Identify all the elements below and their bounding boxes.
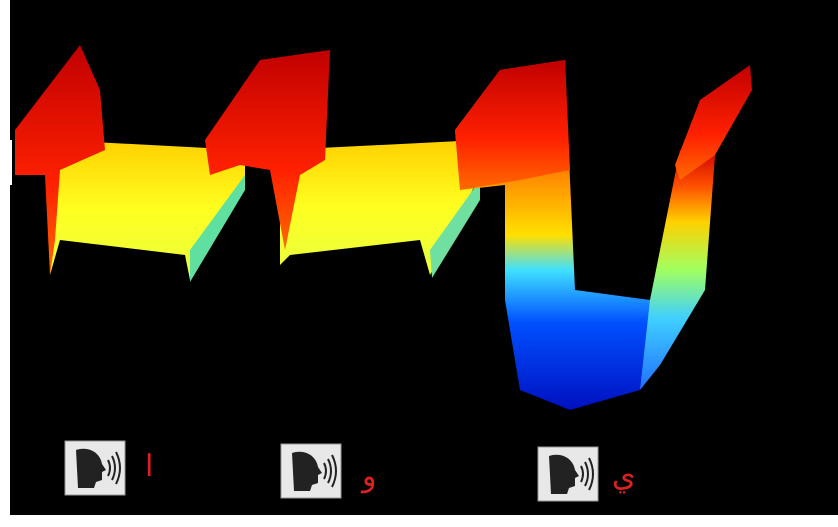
speaker-icon	[64, 440, 126, 496]
app-window: ا و ي	[0, 0, 838, 527]
speaker-button[interactable]	[64, 440, 126, 496]
letter-label: و	[362, 462, 377, 492]
speaker-button[interactable]	[280, 443, 342, 499]
speaker-icon	[537, 446, 599, 502]
plot-background	[10, 0, 838, 515]
speaker-button[interactable]	[537, 446, 599, 502]
speaker-icon	[280, 443, 342, 499]
letter-label: ي	[612, 462, 635, 492]
letter-label: ا	[145, 452, 153, 482]
